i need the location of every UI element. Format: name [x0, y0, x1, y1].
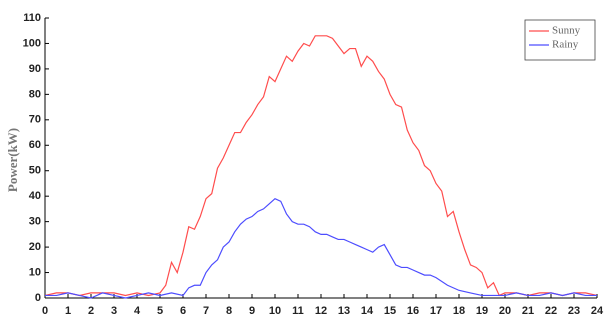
- x-tick-label: 5: [157, 305, 163, 317]
- y-tick-label: 30: [29, 216, 41, 228]
- x-tick-label: 17: [430, 305, 442, 317]
- x-tick-label: 14: [361, 305, 374, 317]
- x-tick-label: 9: [249, 305, 255, 317]
- legend-label: Rainy: [552, 39, 579, 51]
- x-tick-label: 7: [203, 305, 209, 317]
- y-tick-label: 40: [29, 190, 41, 202]
- x-tick-label: 24: [591, 305, 604, 317]
- legend-box: [524, 19, 596, 61]
- x-tick-label: 21: [522, 305, 534, 317]
- x-tick-label: 2: [88, 305, 94, 317]
- x-tick-label: 1: [65, 305, 71, 317]
- x-tick-label: 20: [499, 305, 511, 317]
- x-tick-label: 16: [407, 305, 419, 317]
- y-tick-label: 10: [29, 266, 41, 278]
- y-axis-label: Power(kW): [5, 128, 20, 192]
- x-tick-label: 6: [180, 305, 186, 317]
- x-tick-label: 13: [338, 305, 350, 317]
- x-tick-label: 11: [292, 305, 304, 317]
- x-tick-label: 4: [134, 305, 141, 317]
- y-tick-label: 110: [23, 12, 41, 24]
- y-tick-label: 70: [29, 114, 41, 126]
- x-tick-label: 12: [315, 305, 327, 317]
- y-tick-label: 0: [35, 292, 41, 304]
- x-tick-label: 10: [269, 305, 281, 317]
- x-tick-label: 19: [476, 305, 488, 317]
- x-tick-label: 23: [568, 305, 580, 317]
- x-tick-label: 0: [42, 305, 48, 317]
- x-tick-label: 22: [545, 305, 557, 317]
- x-tick-label: 18: [453, 305, 465, 317]
- x-tick-label: 8: [226, 305, 232, 317]
- y-tick-label: 50: [29, 165, 41, 177]
- y-tick-label: 20: [29, 241, 41, 253]
- series-line: [44, 35, 598, 297]
- y-tick-label: 90: [29, 63, 41, 75]
- y-tick-label: 80: [29, 88, 41, 100]
- x-tick-label: 15: [384, 305, 396, 317]
- x-tick-label: 3: [111, 305, 117, 317]
- series-line: [45, 198, 597, 299]
- y-tick-label: 60: [29, 139, 41, 151]
- y-tick-label: 100: [23, 37, 41, 49]
- legend-label: Sunny: [552, 25, 581, 37]
